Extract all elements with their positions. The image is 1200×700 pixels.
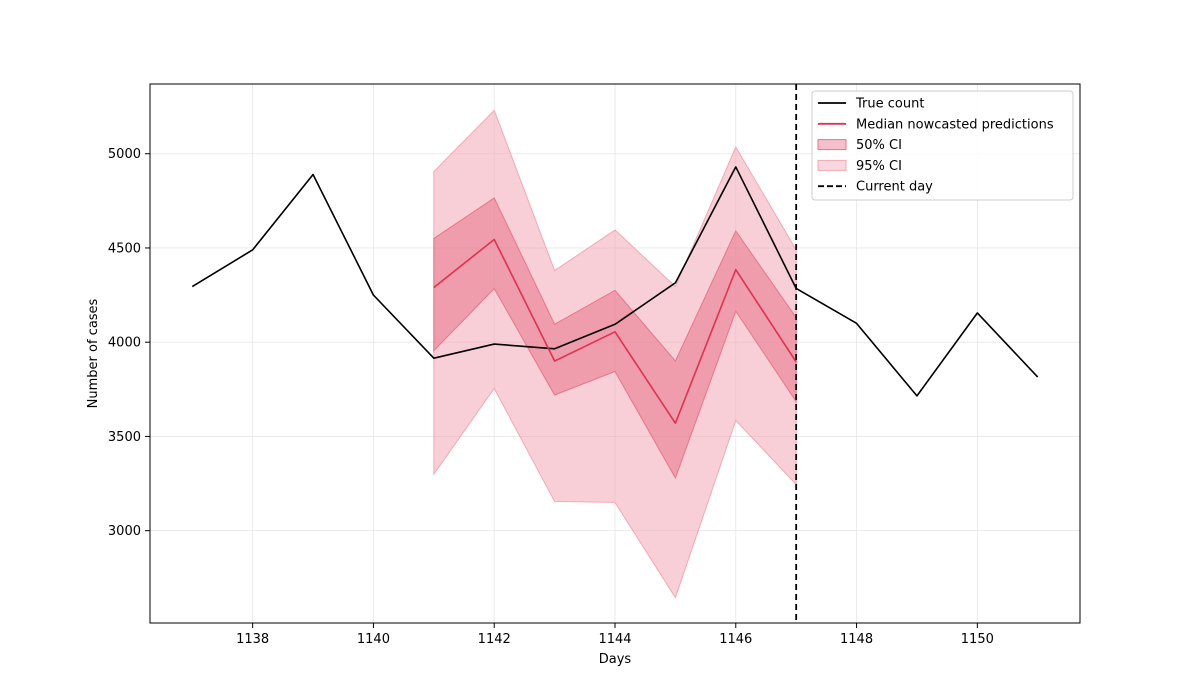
x-tick-label: 1150: [961, 632, 994, 647]
y-axis-ticks: 3000 3500 4000 4500 5000: [108, 147, 150, 539]
legend-label-ci95: 95% CI: [856, 159, 902, 174]
y-axis-title: Number of cases: [86, 298, 101, 408]
x-tick-label: 1140: [357, 632, 390, 647]
ci50-band: [433, 197, 797, 480]
x-axis-ticks: 1138 1140 1142 1144 1146 1148 1150: [236, 623, 994, 647]
legend-swatch-ci95: [817, 159, 847, 171]
legend-label-true_count: True count: [855, 97, 924, 112]
y-tick-label: 3500: [108, 430, 141, 445]
x-tick-label: 1144: [598, 632, 631, 647]
x-tick-label: 1142: [478, 632, 511, 647]
y-tick-label: 3000: [108, 524, 141, 539]
legend-label-ci50: 50% CI: [856, 138, 902, 153]
legend-label-median: Median nowcasted predictions: [856, 117, 1054, 132]
legend-box: [811, 90, 1074, 201]
series-lines: [191, 166, 1039, 425]
y-tick-label: 5000: [108, 147, 141, 162]
legend-swatch-ci50: [817, 139, 847, 151]
x-axis-title: Days: [599, 652, 632, 667]
y-tick-label: 4500: [108, 241, 141, 256]
y-tick-label: 4000: [108, 336, 141, 351]
x-tick-label: 1146: [719, 632, 752, 647]
x-tick-label: 1138: [236, 632, 269, 647]
legend: True count Median nowcasted predictions 50…: [811, 90, 1074, 201]
median-prediction-line: [433, 238, 797, 425]
legend-label-current_day: Current day: [856, 180, 933, 195]
x-tick-label: 1148: [840, 632, 873, 647]
true-count-line: [191, 166, 1039, 397]
